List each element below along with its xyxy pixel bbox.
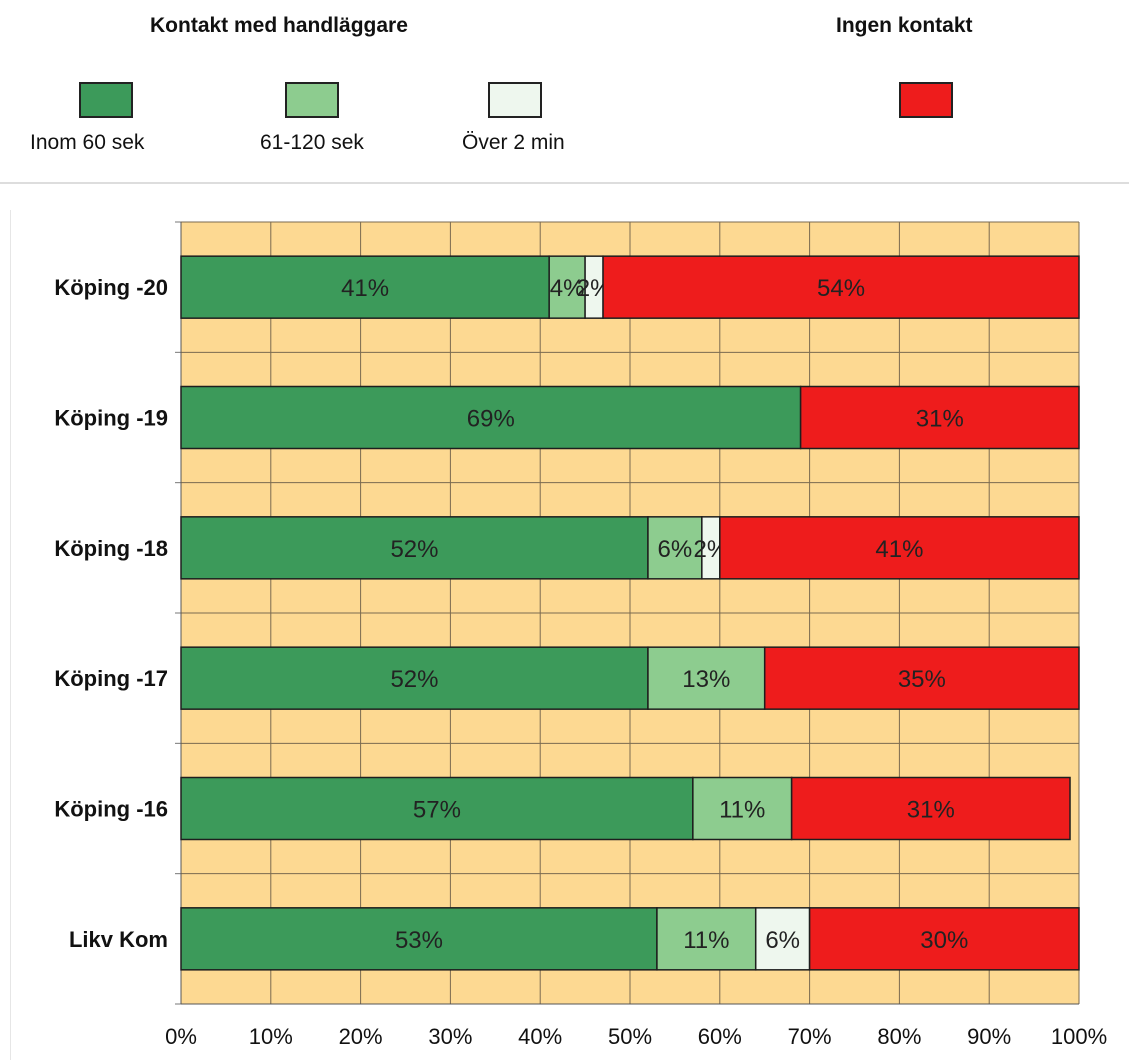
legend-swatch-ingen-kontakt bbox=[899, 82, 953, 118]
data-label: 13% bbox=[682, 666, 730, 693]
data-label: 35% bbox=[898, 666, 946, 693]
bar-segment bbox=[799, 385, 1080, 450]
legend-group-no-contact-title: Ingen kontakt bbox=[836, 14, 973, 37]
legend-divider bbox=[0, 182, 1129, 184]
x-tick-label: 10% bbox=[249, 1024, 293, 1049]
bar-segment bbox=[180, 907, 658, 971]
legend-label-61-120-sek: 61-120 sek bbox=[260, 131, 364, 154]
bar-segment bbox=[647, 646, 766, 710]
bar-segment bbox=[763, 646, 1080, 710]
legend-group-contact-title: Kontakt med handläggare bbox=[150, 14, 408, 37]
data-label: 69% bbox=[467, 406, 515, 433]
data-label: 31% bbox=[916, 406, 964, 433]
data-label: 52% bbox=[390, 536, 438, 563]
data-label: 6% bbox=[658, 536, 693, 563]
bar-segment bbox=[808, 907, 1080, 971]
data-label: 6% bbox=[765, 927, 800, 954]
data-label: 57% bbox=[413, 797, 461, 824]
data-label: 4% bbox=[550, 275, 585, 302]
data-label: 41% bbox=[341, 275, 389, 302]
data-label: 52% bbox=[390, 666, 438, 693]
x-tick-label: 70% bbox=[788, 1024, 832, 1049]
data-label: 11% bbox=[719, 797, 765, 824]
bar-segment bbox=[180, 385, 802, 450]
legend-swatch-61-120-sek bbox=[285, 82, 339, 118]
bar-segment bbox=[790, 776, 1071, 841]
x-tick-label: 50% bbox=[608, 1024, 652, 1049]
x-tick-label: 30% bbox=[428, 1024, 472, 1049]
x-tick-label: 90% bbox=[967, 1024, 1011, 1049]
x-tick-label: 80% bbox=[877, 1024, 921, 1049]
bar-segment bbox=[180, 255, 550, 319]
data-label: 53% bbox=[395, 927, 443, 954]
bar-segment bbox=[719, 516, 1080, 580]
legend-swatch-inom-60-sek bbox=[79, 82, 133, 118]
data-label: 31% bbox=[907, 797, 955, 824]
bar-segment bbox=[602, 255, 1080, 319]
legend-label-over-2-min: Över 2 min bbox=[462, 131, 565, 154]
bar-segment bbox=[656, 907, 757, 971]
category-label: Köping -17 bbox=[54, 666, 168, 691]
x-tick-label: 20% bbox=[339, 1024, 383, 1049]
data-label: 54% bbox=[817, 275, 865, 302]
category-label: Köping -19 bbox=[54, 406, 168, 431]
bar-segment bbox=[754, 907, 811, 971]
chart-frame-rule bbox=[10, 210, 11, 1060]
category-label: Köping -18 bbox=[54, 536, 168, 561]
category-label: Köping -16 bbox=[54, 797, 168, 822]
x-tick-label: 60% bbox=[698, 1024, 742, 1049]
x-tick-label: 100% bbox=[1051, 1024, 1107, 1049]
legend-swatch-over-2-min bbox=[488, 82, 542, 118]
category-label: Köping -20 bbox=[54, 275, 168, 300]
data-label: 11% bbox=[683, 927, 729, 954]
category-label: Likv Kom bbox=[69, 927, 168, 952]
x-tick-label: 0% bbox=[165, 1024, 197, 1049]
x-tick-label: 40% bbox=[518, 1024, 562, 1049]
data-label: 30% bbox=[920, 927, 968, 954]
legend-label-inom-60-sek: Inom 60 sek bbox=[30, 131, 145, 154]
bar-segment bbox=[180, 516, 649, 580]
data-label: 41% bbox=[875, 536, 923, 563]
